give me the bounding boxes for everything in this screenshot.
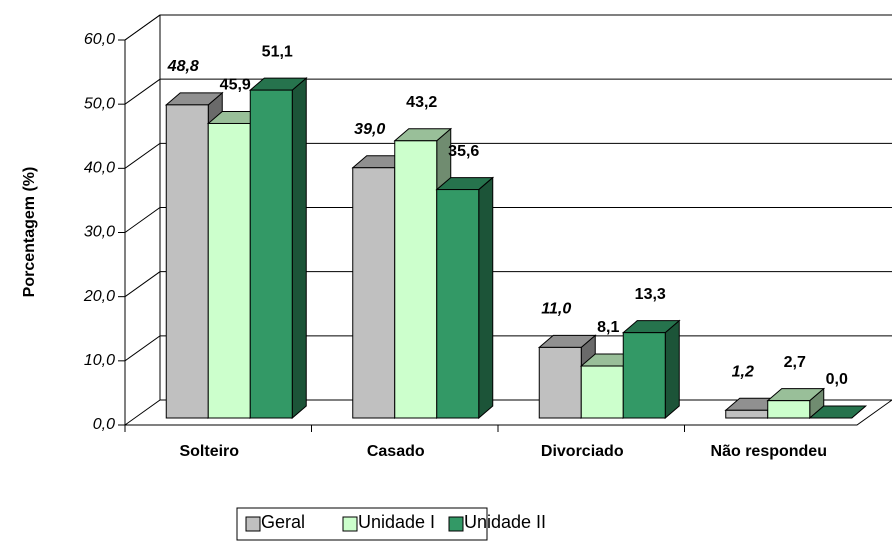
bar [766,387,826,420]
bar-front [207,122,251,419]
legend-swatch [245,516,261,532]
bar-front [249,89,293,419]
legend-label: Geral [261,512,305,532]
x-tick-label: Divorciado [541,443,624,460]
y-tick-label: 10,0 [84,352,115,369]
y-tick-label: 20,0 [83,288,115,305]
data-label: 51,1 [262,43,293,60]
data-label: 0,0 [826,371,848,388]
bar [621,319,681,420]
grid-line [124,271,892,298]
data-label: 48,8 [167,58,199,75]
bar [435,176,495,420]
data-label: 39,0 [354,121,385,138]
data-label: 13,3 [635,286,666,303]
legend-label: Unidade I [358,512,435,532]
grid-line [124,78,892,105]
legend-box [236,507,488,541]
bar-side [664,319,680,420]
bar-front [767,400,811,419]
bar-front [394,140,438,419]
bar [808,405,868,419]
y-tick-label: 0,0 [93,416,115,433]
data-label: 1,2 [732,364,754,381]
floor [125,399,892,426]
data-label: 8,1 [597,319,619,336]
legend-swatch [448,516,464,532]
bar-side [478,176,494,420]
x-tick-label: Não respondeu [711,443,827,460]
data-label: 35,6 [448,143,479,160]
bar-top [808,405,868,419]
legend-label: Unidade II [464,512,546,532]
y-tick-label: 40,0 [84,160,115,177]
bar-front [165,104,209,419]
x-tick-label: Solteiro [179,443,239,460]
grid-line [124,14,892,41]
bar-front [436,189,480,419]
grid-line [124,142,892,169]
data-label: 43,2 [406,94,437,111]
y-tick-label: 50,0 [84,95,115,112]
data-label: 11,0 [541,301,571,318]
bar-side [291,77,307,420]
bar-front [352,167,396,419]
data-label: 2,7 [784,354,806,371]
y-tick-label: 60,0 [84,31,115,48]
data-label: 45,9 [220,77,251,94]
bar-front [622,332,666,419]
bar-front [538,346,582,419]
y-tick-label: 30,0 [84,224,115,241]
bar [248,77,308,420]
x-tick-label: Casado [367,443,425,460]
bar-front [580,365,624,419]
bar-front [725,409,769,419]
legend-swatch [342,516,358,532]
grid-line [124,207,892,233]
y-axis-label: Porcentagem (%) [21,167,38,298]
